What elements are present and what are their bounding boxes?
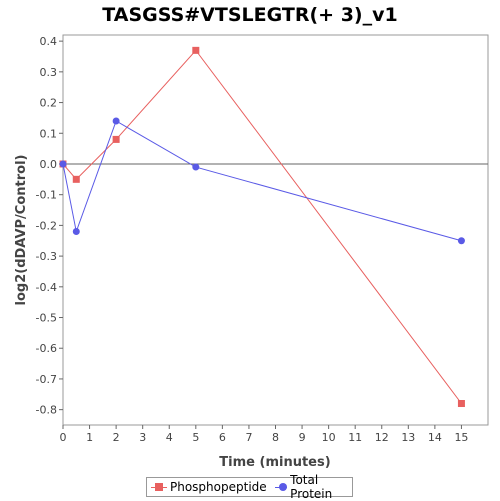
- data-point-phosphopeptide: [112, 135, 120, 143]
- y-tick-label: 0.1: [40, 127, 58, 140]
- data-point-phosphopeptide: [72, 175, 80, 183]
- x-tick-label: 6: [219, 431, 226, 444]
- data-point-total-protein: [192, 163, 200, 171]
- x-tick-label: 4: [166, 431, 173, 444]
- data-point-total-protein: [72, 228, 80, 236]
- x-tick-label: 12: [375, 431, 389, 444]
- x-tick-label: 2: [113, 431, 120, 444]
- legend-swatch-phosphopeptide: [151, 482, 167, 492]
- data-point-total-protein: [59, 160, 67, 168]
- legend-item-phosphopeptide: Phosphopeptide: [151, 480, 267, 494]
- x-axis: 0 1 2 3 4 5 6 7 8 9 10 11 12 13 14 15: [60, 425, 468, 444]
- y-tick-label: -0.3: [36, 250, 57, 263]
- x-tick-label: 9: [299, 431, 306, 444]
- legend-label-total-protein: Total Protein: [290, 473, 333, 501]
- y-tick-label: -0.7: [36, 373, 57, 386]
- y-axis: 0.4 0.3 0.2 0.1 0.0 -0.1 -0.2 -0.3 -0.4 -0.5 -0.6 -…: [36, 35, 63, 417]
- x-tick-label: 11: [348, 431, 362, 444]
- x-tick-label: 10: [322, 431, 336, 444]
- x-tick-label: 8: [272, 431, 279, 444]
- data-point-total-protein: [112, 117, 120, 125]
- x-axis-label: Time (minutes): [219, 455, 330, 470]
- data-point-total-protein: [457, 237, 465, 245]
- x-tick-label: 5: [192, 431, 199, 444]
- y-tick-label: -0.5: [36, 312, 57, 325]
- y-tick-label: -0.8: [36, 404, 57, 417]
- x-tick-label: 0: [60, 431, 67, 444]
- y-tick-label: 0.0: [40, 158, 58, 171]
- y-tick-label: 0.3: [40, 66, 58, 79]
- plot-area: [62, 34, 489, 426]
- legend-swatch-total-protein: [274, 482, 288, 492]
- y-tick-label: -0.6: [36, 342, 57, 355]
- y-tick-label: 0.4: [40, 35, 58, 48]
- legend-item-total-protein: Total Protein: [274, 473, 348, 501]
- x-tick-label: 7: [245, 431, 252, 444]
- data-point-phosphopeptide: [192, 46, 200, 54]
- legend: Phosphopeptide Total Protein: [146, 473, 353, 501]
- legend-label-phosphopeptide: Phosphopeptide: [170, 480, 267, 494]
- data-point-phosphopeptide: [457, 400, 465, 408]
- y-axis-label: log2(dDAVP/Control): [14, 155, 29, 306]
- y-tick-label: -0.1: [36, 189, 57, 202]
- x-tick-label: 14: [428, 431, 442, 444]
- x-tick-label: 15: [454, 431, 468, 444]
- y-tick-label: 0.2: [40, 97, 58, 110]
- series-layer: [59, 46, 465, 408]
- x-tick-label: 3: [139, 431, 146, 444]
- y-tick-label: -0.2: [36, 219, 57, 232]
- chart-title: TASGSS#VTSLEGTR(+ 3)_v1: [102, 4, 397, 26]
- y-tick-label: -0.4: [36, 281, 57, 294]
- x-tick-label: 1: [86, 431, 93, 444]
- x-tick-label: 13: [401, 431, 415, 444]
